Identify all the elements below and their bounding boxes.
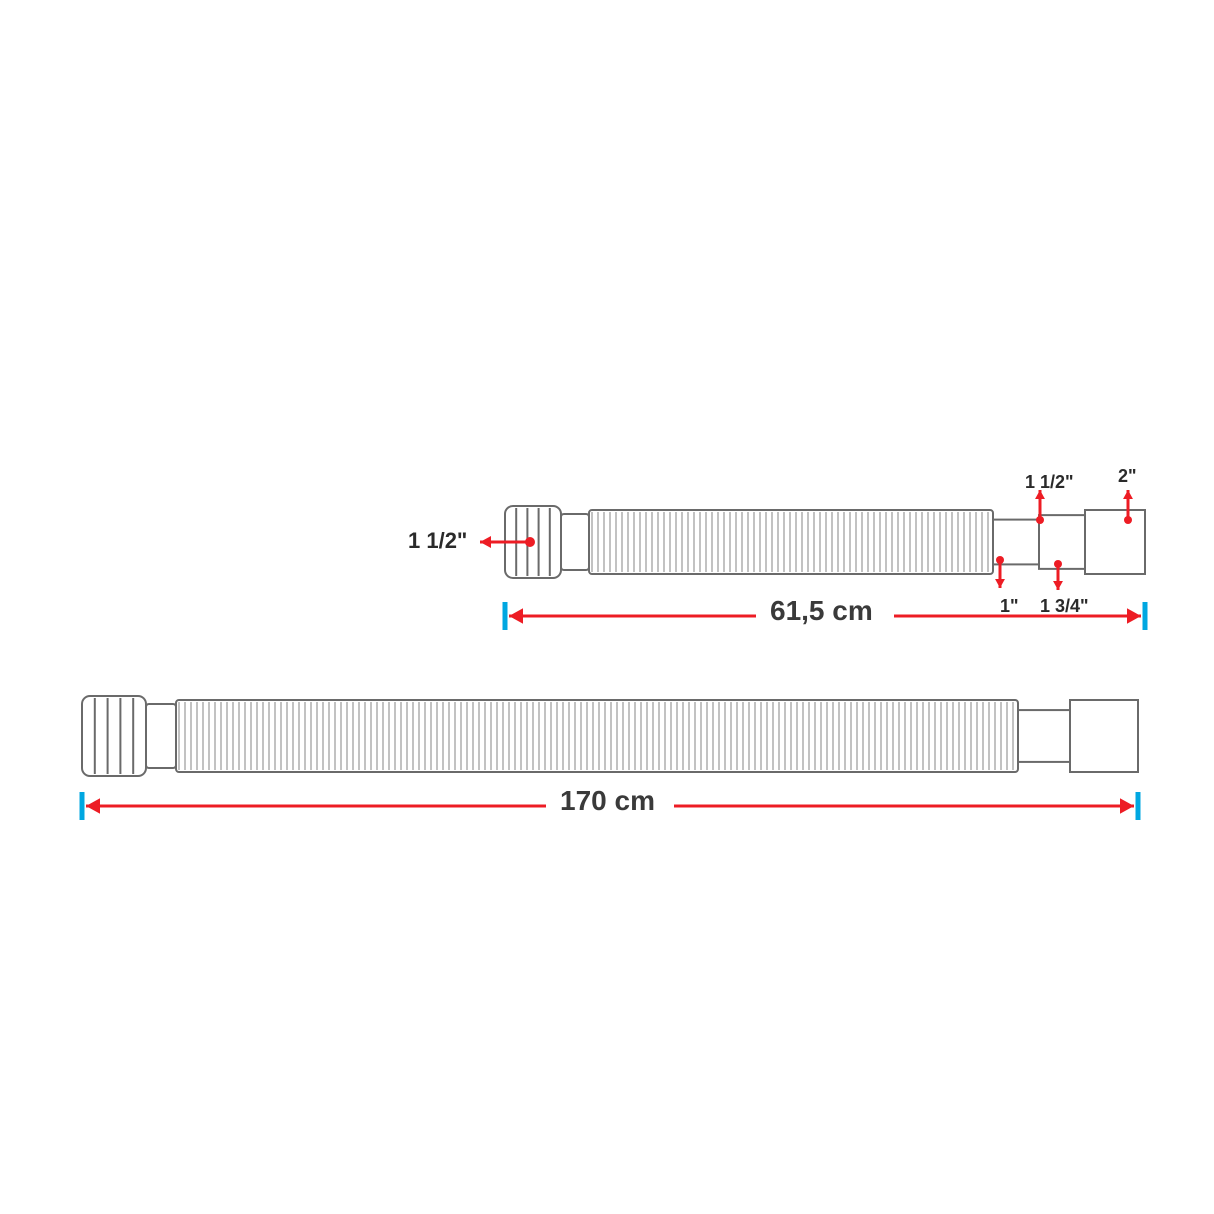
size-left: 1 1/2" bbox=[408, 528, 467, 554]
size-bot-1: 1 3/4" bbox=[1040, 596, 1089, 617]
dim-label-top: 61,5 cm bbox=[770, 595, 873, 627]
dim-label-bottom: 170 cm bbox=[560, 785, 655, 817]
size-top-0: 1 1/2" bbox=[1025, 472, 1074, 493]
size-top-1: 2" bbox=[1118, 466, 1137, 487]
size-bot-0: 1" bbox=[1000, 596, 1019, 617]
technical-drawing bbox=[0, 0, 1214, 1214]
